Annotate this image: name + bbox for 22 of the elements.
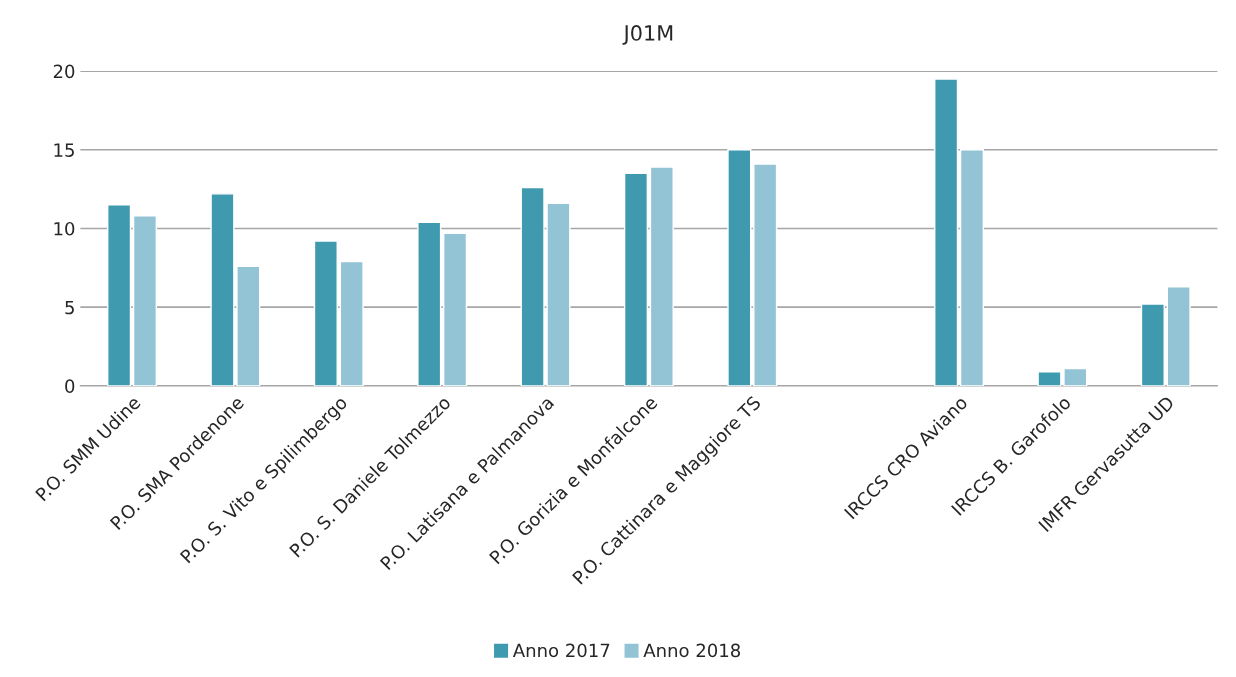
bar (417, 221, 442, 386)
legend-label: Anno 2018 (643, 643, 741, 658)
chart-title: J01M (622, 25, 673, 45)
bar (107, 204, 132, 386)
y-tick-label: 0 (65, 379, 75, 394)
legend-label: Anno 2017 (512, 643, 610, 658)
bar (339, 260, 364, 386)
bar (132, 215, 158, 386)
bar (649, 166, 674, 386)
bar (313, 240, 338, 386)
bar (934, 78, 959, 386)
y-tick-label: 15 (54, 143, 74, 157)
y-tick-label: 5 (65, 300, 74, 315)
bar (753, 163, 778, 386)
bar (959, 149, 985, 386)
y-tick-label: 20 (53, 64, 75, 79)
y-tick-label: 10 (54, 221, 75, 236)
bar (443, 232, 468, 386)
bar (727, 149, 752, 386)
bar (1166, 286, 1191, 386)
bar (623, 172, 649, 386)
bar (1140, 303, 1165, 386)
